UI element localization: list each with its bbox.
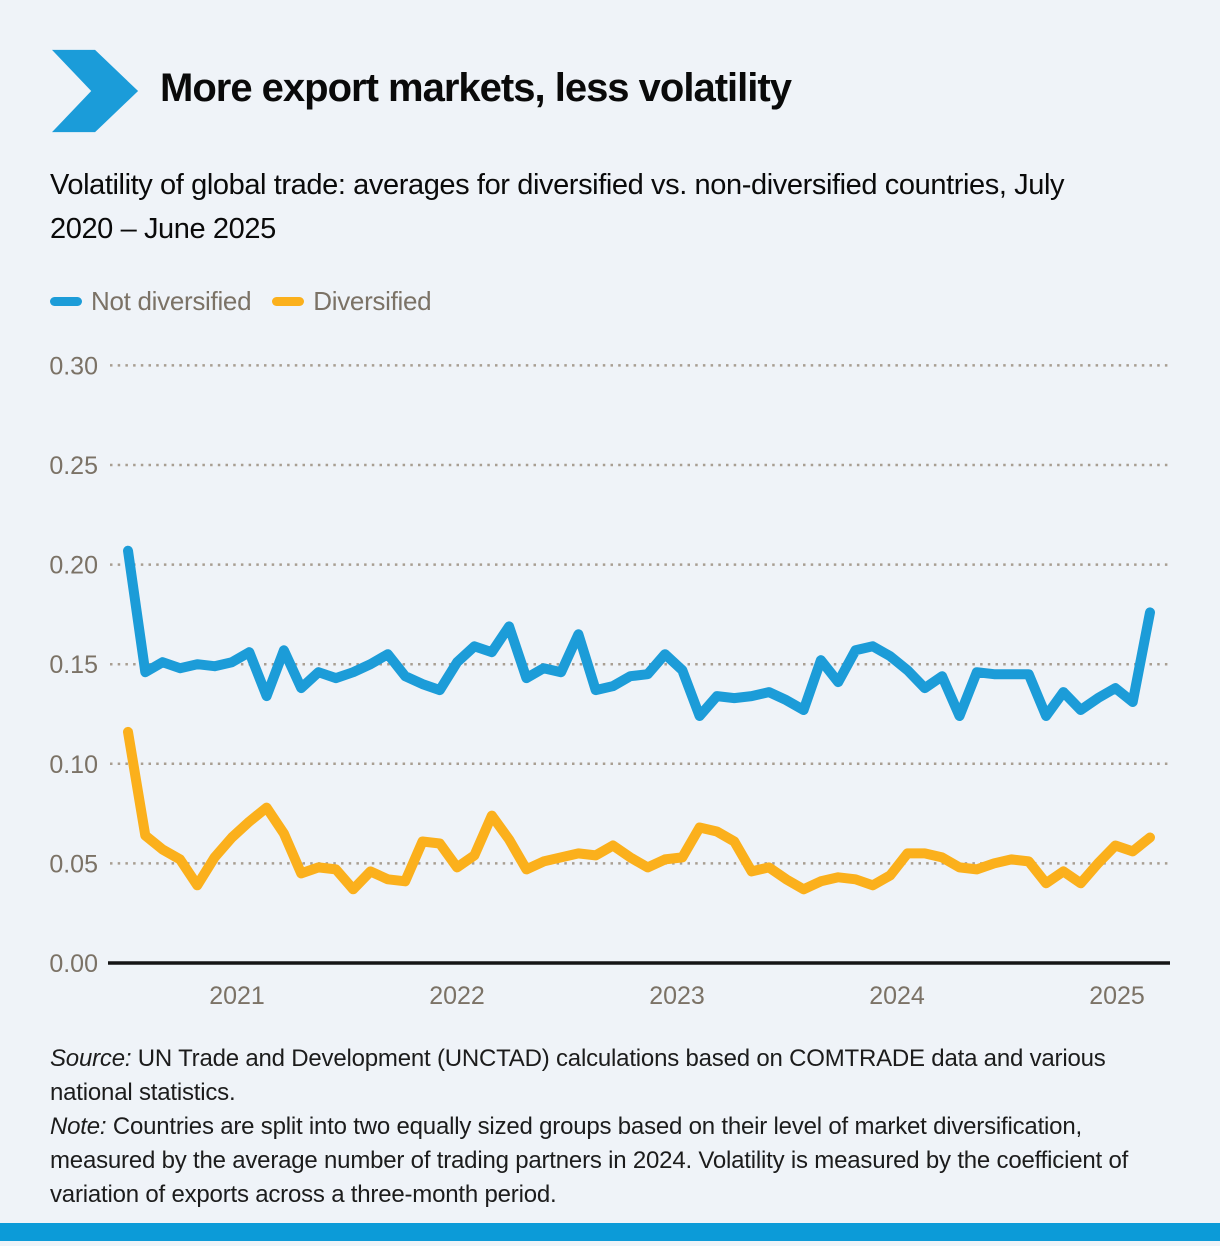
chevron-shape	[52, 49, 139, 133]
bottom-bar	[0, 1223, 1220, 1241]
y-tick-label: 0.30	[49, 352, 98, 380]
line-chart: 0.30 0.25 0.20 0.15 0.10 0.05 0.00 2021 2022 2023…	[49, 352, 1170, 1010]
note-label: Note:	[50, 1113, 107, 1141]
series-line-diversified	[123, 726, 1155, 895]
x-tick-label: 2025	[1089, 982, 1145, 1010]
y-tick-label: 0.05	[49, 850, 98, 878]
x-tick-label: 2024	[869, 982, 925, 1010]
legend-label-not-diversified: Not diversified	[91, 286, 252, 316]
note-text: Countries are split into two equally siz…	[50, 1113, 1129, 1209]
legend-item-diversified: Diversified	[272, 286, 432, 317]
legend-swatch-not-diversified	[50, 297, 82, 306]
x-tick-label: 2023	[649, 982, 705, 1010]
x-tick-label: 2021	[209, 982, 265, 1010]
y-tick-label: 0.20	[49, 552, 98, 580]
series-line-not-diversified	[123, 545, 1155, 721]
source-label: Source:	[50, 1045, 132, 1072]
x-tick-label: 2022	[429, 982, 485, 1010]
source-text: UN Trade and Development (UNCTAD) calcul…	[50, 1045, 1106, 1107]
chevron-icon	[52, 49, 139, 133]
y-tick-label: 0.00	[49, 950, 98, 978]
legend-swatch-diversified	[272, 297, 305, 306]
chart-legend: Not diversified Diversified	[50, 286, 432, 317]
footer-notes: Source: UN Trade and Development (UNCTAD…	[50, 1042, 1188, 1212]
legend-label-diversified: Diversified	[313, 286, 432, 316]
page-title: More export markets, less volatility	[160, 66, 792, 110]
method-note: Note: Countries are split into two equal…	[50, 1110, 1188, 1212]
y-tick-label: 0.25	[49, 452, 98, 480]
y-tick-label: 0.15	[49, 651, 98, 679]
legend-item-not-diversified: Not diversified	[50, 286, 252, 317]
y-tick-label: 0.10	[49, 751, 98, 779]
source-note: Source: UN Trade and Development (UNCTAD…	[50, 1042, 1188, 1110]
chart-subtitle: Volatility of global trade: averages for…	[50, 169, 1065, 245]
